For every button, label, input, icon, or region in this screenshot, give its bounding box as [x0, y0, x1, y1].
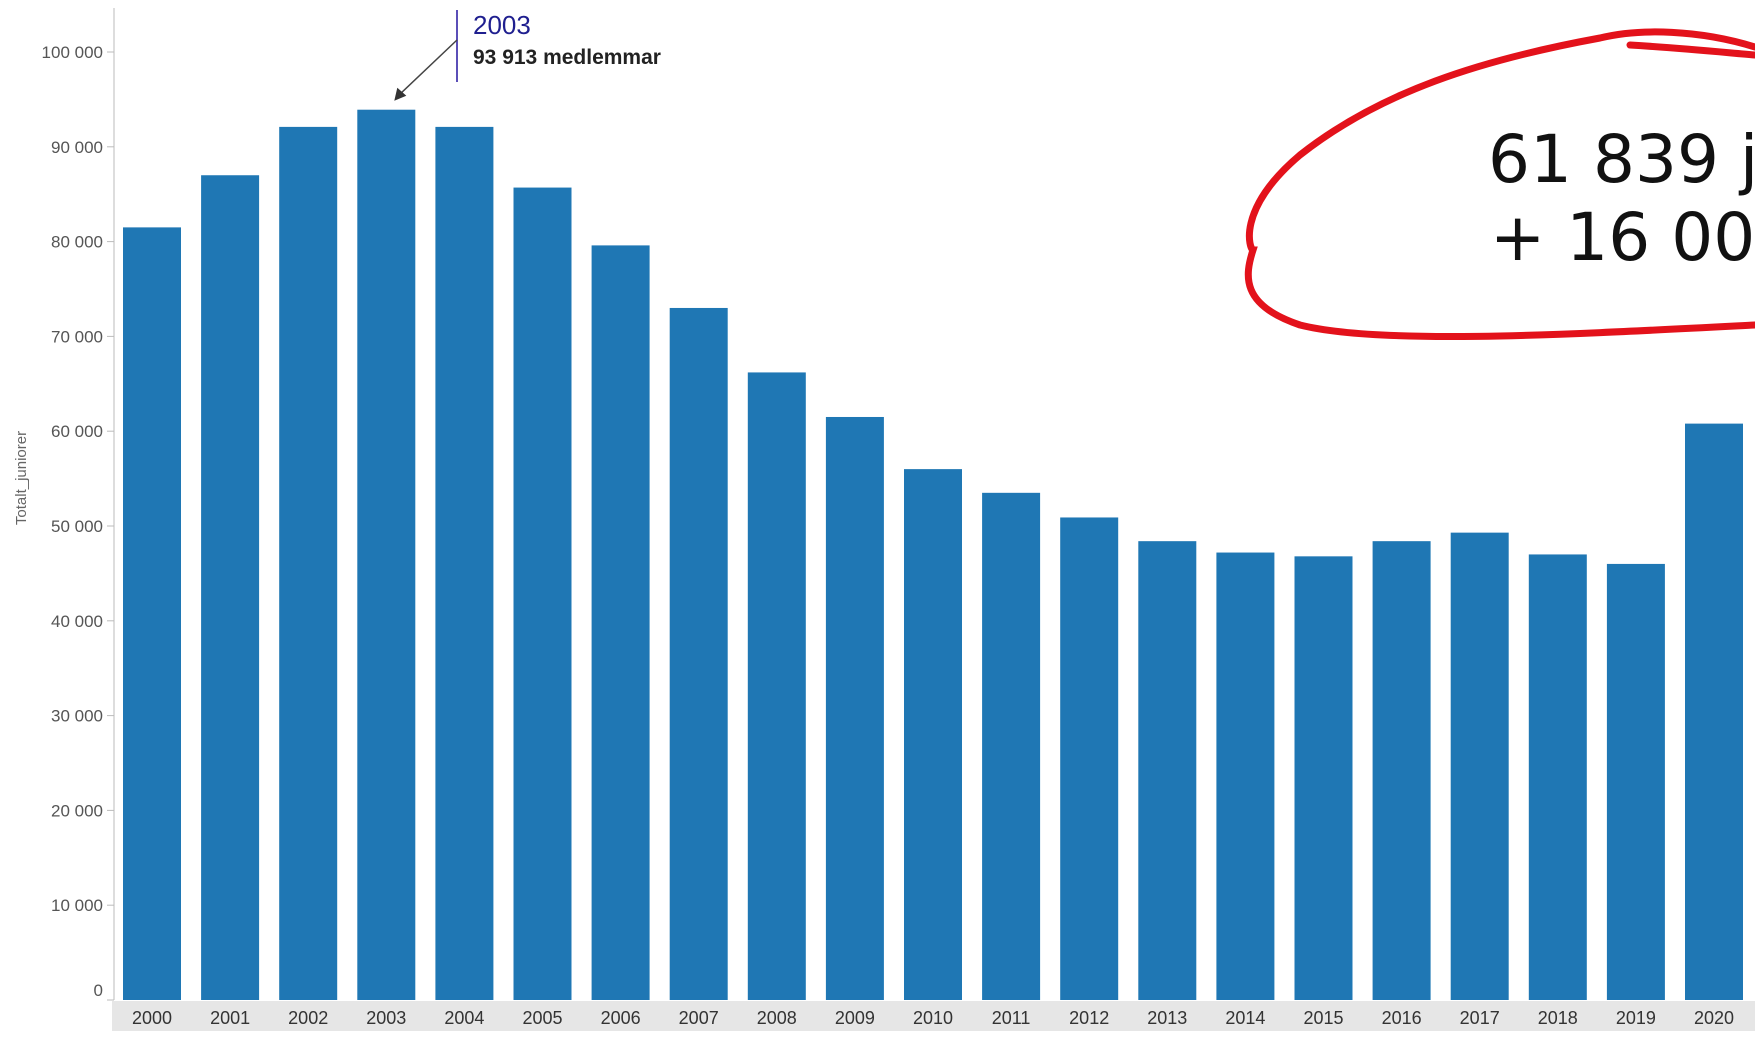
y-tick-label: 50 000: [51, 517, 103, 536]
x-tick-label-2020: 2020: [1694, 1008, 1734, 1028]
note-line-2: + 16 000: [1490, 199, 1755, 276]
y-tick-label: 0: [94, 981, 103, 1000]
y-tick-label: 100 000: [42, 43, 103, 62]
x-tick-label-2004: 2004: [444, 1008, 484, 1028]
red-circle-overlap: [1626, 41, 1755, 59]
x-tick-label-2013: 2013: [1147, 1008, 1187, 1028]
x-tick-label-2003: 2003: [366, 1008, 406, 1028]
handwritten-note: 61 839 ju+ 16 000: [1244, 28, 1755, 341]
bar-2017: [1450, 532, 1509, 1000]
bar-2016: [1372, 541, 1431, 1000]
x-tick-label-2000: 2000: [132, 1008, 172, 1028]
bar-2015: [1294, 556, 1353, 1000]
bar-series: [123, 109, 1743, 1001]
x-tick-label-2005: 2005: [522, 1008, 562, 1028]
bar-2006: [591, 245, 650, 1001]
peak-annotation: 2003 93 913 medlemmar: [394, 10, 661, 101]
y-tick-label: 20 000: [51, 801, 103, 820]
x-tick-label-2011: 2011: [992, 1008, 1031, 1028]
x-tick-label-2017: 2017: [1460, 1008, 1500, 1028]
bar-2013: [1138, 541, 1197, 1000]
y-tick-label: 70 000: [51, 327, 103, 346]
x-axis: 2000 2001 2002 2003 2004 2005 2006 2007 2008 2009…: [132, 1008, 1734, 1028]
x-tick-label-2015: 2015: [1303, 1008, 1343, 1028]
y-tick-label: 40 000: [51, 612, 103, 631]
x-axis-band: [112, 1001, 1755, 1031]
red-circle-stroke: [1244, 28, 1755, 341]
y-tick-label: 10 000: [51, 896, 103, 915]
x-tick-label-2001: 2001: [210, 1008, 250, 1028]
x-tick-label-2007: 2007: [679, 1008, 719, 1028]
bar-2009: [825, 416, 884, 1001]
bar-2004: [435, 126, 494, 1001]
x-tick-label-2008: 2008: [757, 1008, 797, 1028]
annotation-arrow-line: [397, 39, 458, 97]
annotation-arrow-head: [394, 87, 407, 101]
annotation-year: 2003: [473, 10, 531, 40]
bar-2012: [1060, 517, 1119, 1000]
x-tick-label-2002: 2002: [288, 1008, 328, 1028]
bar-2007: [669, 307, 728, 1001]
bar-2005: [513, 187, 572, 1001]
bar-2008: [747, 372, 806, 1000]
x-axis-label-band: [112, 1001, 1755, 1031]
bar-2000: [123, 227, 181, 1000]
bar-2003: [357, 109, 416, 1000]
bar-2010: [904, 469, 962, 1000]
x-tick-label-2006: 2006: [601, 1008, 641, 1028]
bar-2018: [1528, 554, 1587, 1000]
x-tick-label-2012: 2012: [1069, 1008, 1109, 1028]
annotation-value: 93 913 medlemmar: [473, 46, 661, 69]
y-tick-label: 90 000: [51, 138, 103, 157]
bar-2019: [1606, 563, 1665, 1000]
bar-2001: [201, 175, 260, 1001]
x-tick-label-2019: 2019: [1616, 1008, 1656, 1028]
x-tick-label-2018: 2018: [1538, 1008, 1578, 1028]
y-axis-title: Totalt_juniorer: [13, 431, 30, 525]
y-tick-label: 30 000: [51, 707, 103, 726]
bar-2014: [1216, 552, 1275, 1000]
note-line-1: 61 839 ju: [1488, 121, 1755, 198]
bar-2002: [279, 126, 338, 1001]
y-axis: 0 10 000 20 000 30 000 40 000 50 000 60 000 70 …: [13, 8, 115, 1001]
y-tick-label: 80 000: [51, 233, 103, 252]
x-tick-label-2010: 2010: [913, 1008, 953, 1028]
y-tick-label: 60 000: [51, 422, 103, 441]
x-tick-label-2016: 2016: [1382, 1008, 1422, 1028]
x-tick-label-2009: 2009: [835, 1008, 875, 1028]
bar-2011: [982, 492, 1041, 1000]
bar-2020: [1685, 423, 1743, 1001]
x-tick-label-2014: 2014: [1225, 1008, 1265, 1028]
